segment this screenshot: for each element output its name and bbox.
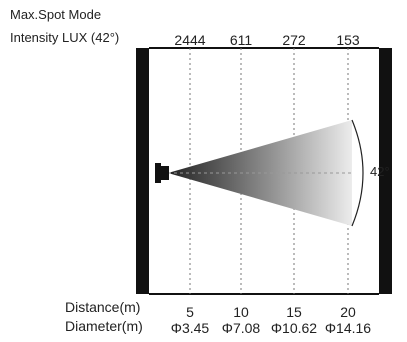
diameter-20m: Φ14.16	[324, 320, 372, 336]
diameter-15m: Φ10.62	[270, 320, 318, 336]
distance-15m: 15	[286, 304, 302, 320]
fixture-icon	[155, 163, 161, 183]
lux-value-15m: 272	[282, 32, 306, 48]
mode-title: Max.Spot Mode	[10, 7, 102, 22]
distance-20m: 20	[340, 304, 356, 320]
left-frame-bar	[136, 48, 149, 294]
distance-5m: 5	[186, 304, 194, 320]
lux-value-5m: 2444	[174, 32, 206, 48]
beam-angle-arc	[351, 119, 364, 227]
beam-angle-label: 42°	[370, 164, 390, 179]
diameter-title: Diameter(m)	[65, 318, 143, 334]
diameter-10m: Φ7.08	[221, 320, 261, 336]
diameter-5m: Φ3.45	[170, 320, 210, 336]
lux-value-10m: 611	[229, 32, 253, 48]
distance-title: Distance(m)	[65, 299, 141, 315]
fixture-lens-icon	[161, 166, 169, 180]
lux-value-20m: 153	[336, 32, 360, 48]
distance-10m: 10	[233, 304, 249, 320]
right-frame-bar	[379, 48, 392, 294]
intensity-title: Intensity LUX (42°)	[10, 30, 120, 45]
